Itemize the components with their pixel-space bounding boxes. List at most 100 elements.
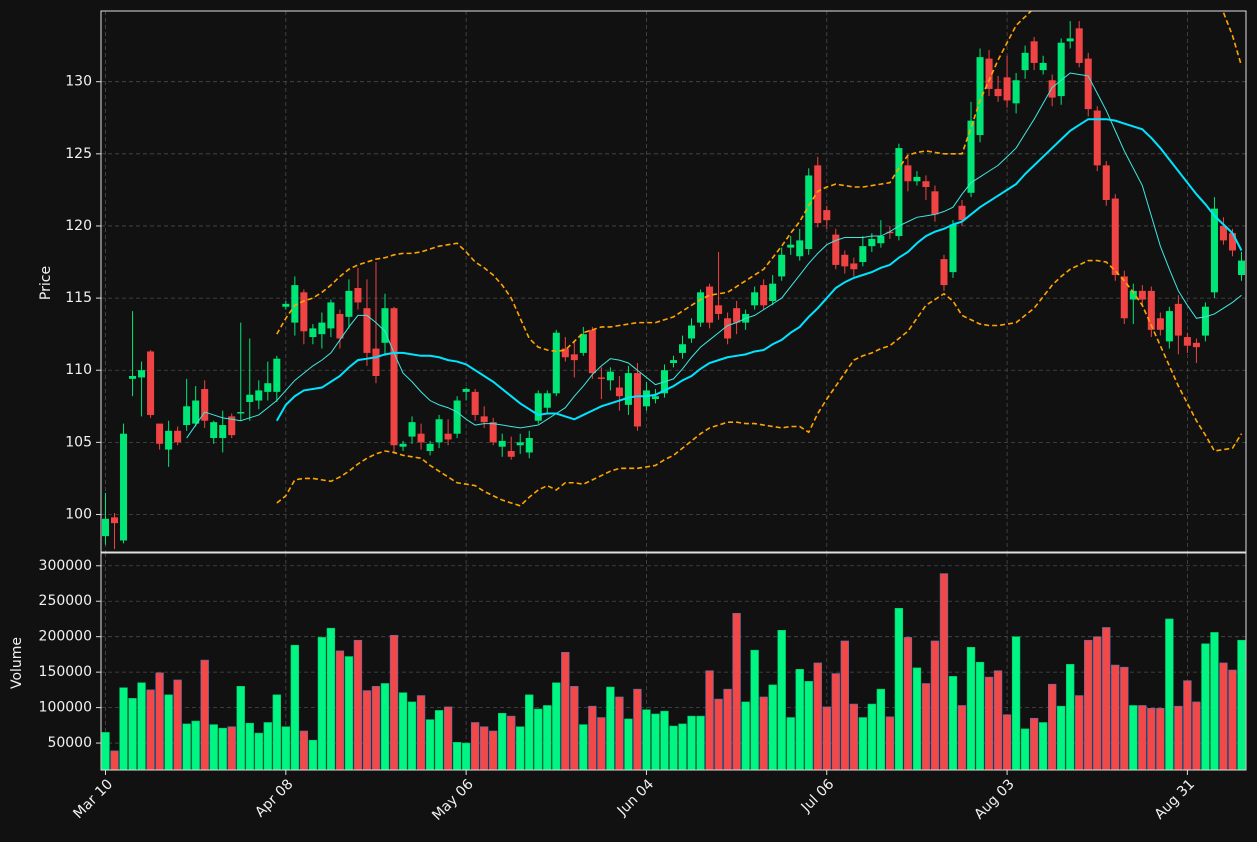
volume-tick-label: 300000 (39, 558, 92, 574)
volume-bar (579, 724, 588, 770)
candle-body (372, 348, 380, 376)
candle-body (1066, 38, 1074, 42)
volume-bar (795, 669, 804, 770)
candle-body (688, 325, 696, 339)
candle-body (219, 425, 227, 439)
volume-bar (705, 670, 714, 770)
volume-bar (308, 739, 318, 770)
candle-body (120, 433, 128, 541)
volume-bar (1183, 680, 1192, 770)
candle-body (345, 290, 353, 317)
candle-body (1039, 62, 1047, 71)
candle-body (1012, 80, 1020, 104)
y-tick-label: 105 (65, 434, 92, 450)
volume-bar (957, 705, 967, 770)
candle-body (426, 443, 434, 452)
candle-body (994, 88, 1002, 97)
candle-body (318, 322, 326, 335)
candle-body (669, 360, 678, 364)
candle-body (291, 285, 299, 323)
price-plot (101, 11, 1246, 550)
volume-bar (1192, 701, 1201, 770)
candle-body (1111, 198, 1119, 276)
volume-bar (1237, 639, 1246, 770)
volume-bar (470, 722, 480, 770)
candle-body (832, 234, 840, 265)
volume-bar (732, 612, 741, 770)
volume-bar (642, 709, 651, 770)
y-tick-label: 130 (65, 74, 92, 90)
volume-bar (1210, 632, 1219, 770)
volume-bar (975, 661, 985, 770)
candle-body (1075, 28, 1083, 63)
volume-bar (768, 684, 777, 770)
volume-bar (597, 717, 606, 770)
candle-body (751, 292, 759, 306)
candle-body (1048, 80, 1056, 98)
volume-bar (840, 640, 849, 770)
candle-body (246, 394, 254, 402)
candle-body (931, 191, 939, 215)
candle-body (805, 175, 813, 250)
volume-bar (1201, 643, 1210, 770)
volume-bar (1102, 627, 1111, 770)
candle-body (859, 246, 867, 263)
candle-body (354, 287, 362, 303)
candle-body (1192, 342, 1200, 348)
volume-bar (1011, 636, 1021, 770)
candle-body (1228, 233, 1236, 251)
candle-body (201, 388, 209, 421)
candle-body (471, 391, 479, 415)
y-tick-label: 125 (65, 146, 92, 162)
y-tick-label: 100 (65, 506, 92, 522)
volume-bar (344, 656, 354, 770)
candle-body (417, 433, 425, 443)
volume-bar (317, 637, 327, 770)
y-tick-label: 110 (65, 362, 92, 378)
volume-bar (912, 667, 922, 770)
volume-bar (245, 722, 254, 770)
volume-bar (759, 696, 768, 770)
volume-bar (606, 686, 615, 770)
volume-bar (777, 629, 786, 770)
volume-bar (1084, 639, 1093, 770)
candle-body (913, 176, 921, 182)
candle-body (1120, 276, 1128, 319)
volume-bar (416, 695, 426, 770)
candle-body (1237, 260, 1246, 276)
candle-body (264, 383, 272, 392)
candle-body (228, 416, 236, 436)
candle-body (633, 373, 641, 427)
candle-body (697, 292, 705, 323)
volume-bar (903, 637, 913, 770)
candle-body (489, 422, 497, 443)
candle-body (273, 358, 281, 392)
volume-bar (516, 726, 525, 770)
candle-body (210, 422, 218, 439)
volume-bar (335, 650, 345, 770)
volume-bar (479, 726, 489, 770)
volume-bar (534, 708, 543, 770)
volume-bar (714, 698, 723, 770)
candle-body (579, 334, 587, 353)
y-axis-label: Price (38, 266, 54, 300)
volume-bar (867, 703, 877, 770)
volume-bar (254, 732, 263, 770)
volume-bar (948, 676, 958, 770)
candle-body (570, 354, 578, 361)
candle-body (390, 308, 398, 446)
candle-body (327, 302, 335, 329)
volume-bar (651, 713, 660, 770)
volume-bar (290, 644, 300, 770)
candle-body (1156, 318, 1164, 330)
candle-body (516, 442, 524, 446)
candle-body (796, 240, 804, 257)
price-frame (100, 10, 1247, 553)
volume-bar (615, 696, 624, 770)
candle-body (922, 181, 930, 188)
candle-body (1003, 77, 1011, 101)
candle-body (850, 263, 858, 270)
volume-bar (1029, 717, 1039, 770)
